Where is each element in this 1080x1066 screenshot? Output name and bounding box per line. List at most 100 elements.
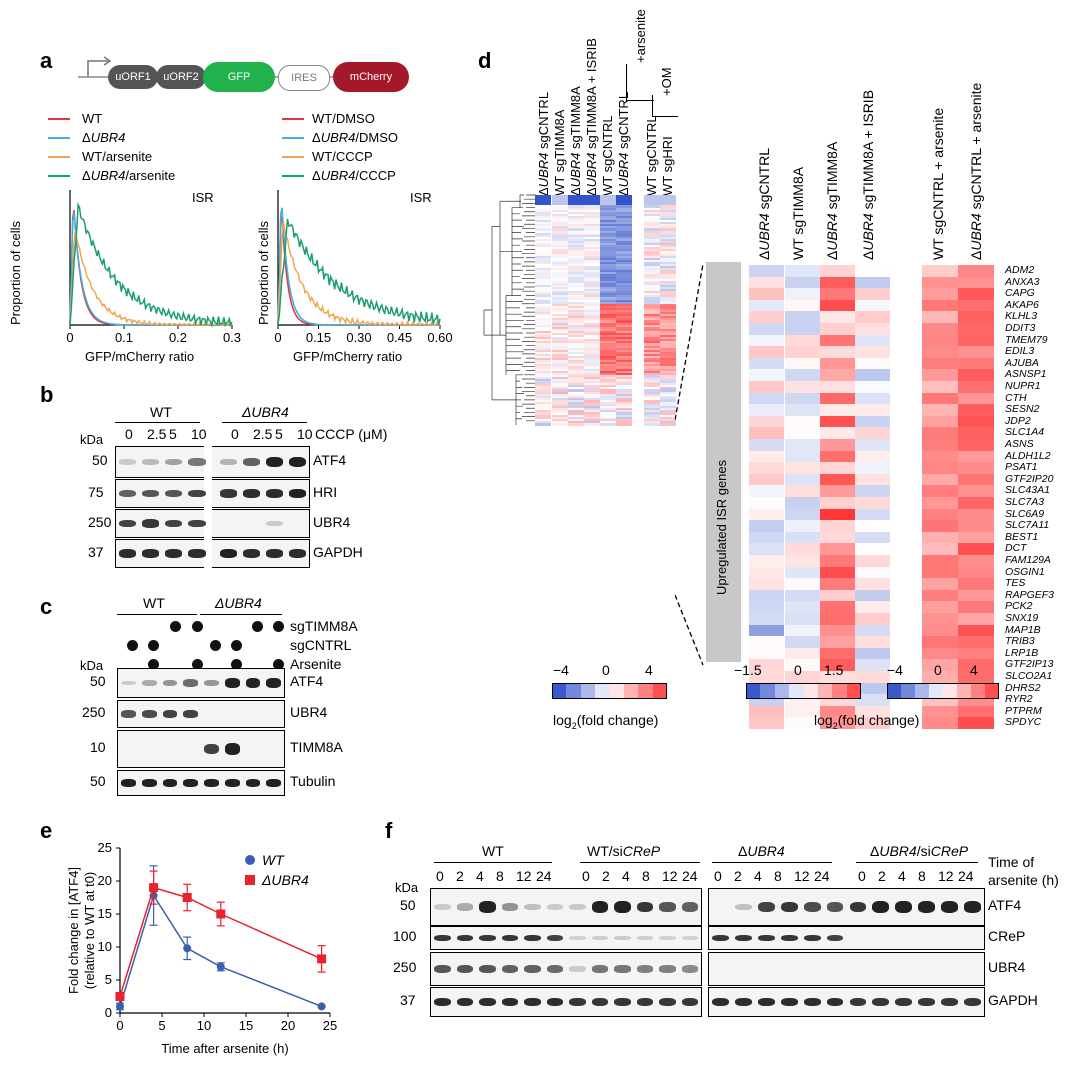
c-group-ubr4: ΔUBR4 xyxy=(215,595,262,611)
heatmap-cell xyxy=(584,333,600,336)
heatmap-cell xyxy=(552,247,568,250)
f-blot-left-gapdh xyxy=(430,987,702,1017)
f-kda: kDa xyxy=(395,880,419,895)
heatmap-cell xyxy=(584,213,600,217)
heatmap-cell xyxy=(600,307,616,311)
heatmap-cell xyxy=(535,278,551,282)
scale-tick: 4 xyxy=(645,662,653,678)
heatmap-cell xyxy=(660,305,676,309)
scale-tick: 1.5 xyxy=(824,662,844,678)
gene-label: SESN2 xyxy=(1005,403,1040,416)
heatmap-cell xyxy=(568,320,584,324)
heatmap-cell xyxy=(644,241,660,244)
heatmap-cell xyxy=(958,508,994,521)
heatmap-cell xyxy=(616,280,632,284)
heatmap-cell xyxy=(568,215,584,219)
heatmap-cell xyxy=(644,301,660,305)
f-time-tick: 12 xyxy=(794,868,810,884)
blot-band xyxy=(569,903,586,911)
color-scale-2 xyxy=(746,683,861,699)
heatmap-cell xyxy=(820,415,855,428)
heatmap-cell xyxy=(600,303,616,307)
heatmap-cell xyxy=(535,341,551,345)
heatmap-cell xyxy=(749,427,784,440)
blot-band xyxy=(659,965,676,973)
heatmap-cell xyxy=(552,291,568,294)
heatmap-cell xyxy=(568,399,584,403)
heatmap-cell xyxy=(616,211,632,215)
d-col-label: WT sgHRI xyxy=(660,136,675,196)
heatmap-cell xyxy=(922,578,958,591)
heatmap-cell xyxy=(600,195,616,198)
heatmap-cell xyxy=(644,297,660,301)
heatmap-cell xyxy=(600,356,616,359)
legend-label: WT/CCCP xyxy=(312,149,373,164)
f-time-tick: 8 xyxy=(496,868,504,884)
heatmap-cell xyxy=(855,613,890,626)
heatmap-cell xyxy=(552,345,568,349)
blot-band xyxy=(636,901,653,913)
data-point xyxy=(317,954,327,964)
blot-band xyxy=(918,997,936,1007)
heatmap-cell xyxy=(922,705,958,718)
f-time-tick: 4 xyxy=(898,868,906,884)
heatmap-cell xyxy=(922,624,958,637)
heatmap-cell xyxy=(644,197,660,200)
b-conc-label: 2.5 xyxy=(253,426,273,442)
heatmap-cell xyxy=(785,462,820,475)
heatmap-cell xyxy=(644,372,660,376)
gene-label: TES xyxy=(1005,577,1026,590)
heatmap-cell xyxy=(644,314,660,317)
heatmap-cell xyxy=(616,230,632,234)
heatmap-cell xyxy=(616,395,632,399)
heatmap-cell xyxy=(660,270,676,273)
heatmap-cell xyxy=(616,322,632,326)
heatmap-cell xyxy=(568,372,584,376)
heatmap-cell xyxy=(600,284,616,288)
heatmap-cell xyxy=(600,314,616,317)
heatmap-cell xyxy=(535,230,551,234)
heatmap-cell xyxy=(552,412,568,416)
f-group-label: WT/siCReP xyxy=(587,843,661,859)
heatmap-cell xyxy=(785,555,820,568)
f-time-label1: Time of xyxy=(988,854,1035,870)
heatmap-cell xyxy=(855,497,890,510)
heatmap-cell xyxy=(552,226,568,230)
gene-label: RAPGEF3 xyxy=(1005,588,1055,601)
c-row-label: ATF4 xyxy=(290,673,324,689)
heatmap-cell xyxy=(600,337,616,340)
heatmap-cell xyxy=(616,383,632,386)
b-row-label: GAPDH xyxy=(313,543,363,560)
f-row-label: GAPDH xyxy=(988,992,1038,1008)
heatmap-cell xyxy=(660,245,676,248)
heatmap-cell xyxy=(552,301,568,305)
heatmap-cell xyxy=(958,346,994,359)
blot-band xyxy=(849,997,867,1007)
heatmap-cell xyxy=(644,245,660,248)
heatmap-cell xyxy=(600,343,616,347)
heatmap-cell xyxy=(644,376,660,380)
heatmap-cell xyxy=(922,276,958,289)
c-condition-dot xyxy=(273,621,284,632)
heatmap-cell xyxy=(660,266,676,269)
scale-label-2: log2(fold change) xyxy=(814,712,920,731)
heatmap-cell xyxy=(600,333,616,336)
heatmap-cell xyxy=(785,659,820,672)
heatmap-cell xyxy=(616,381,632,384)
heatmap-cell xyxy=(616,220,632,223)
heatmap-cell xyxy=(644,420,660,424)
heatmap-cell xyxy=(600,376,616,380)
heatmap-cell xyxy=(922,508,958,521)
heatmap-cell xyxy=(922,671,958,684)
blot-band xyxy=(614,936,631,940)
c-cond-timm8a: sgTIMM8A xyxy=(290,618,358,634)
heatmap-cell xyxy=(958,497,994,510)
heatmap-cell xyxy=(855,705,890,718)
heatmap-cell xyxy=(600,247,616,250)
heatmap-cell xyxy=(584,353,600,357)
heatmap-cell xyxy=(568,351,584,355)
heatmap-cell xyxy=(552,195,568,198)
heatmap-cell xyxy=(660,414,676,418)
heatmap-cell xyxy=(820,636,855,649)
heatmap-cell xyxy=(600,420,616,424)
